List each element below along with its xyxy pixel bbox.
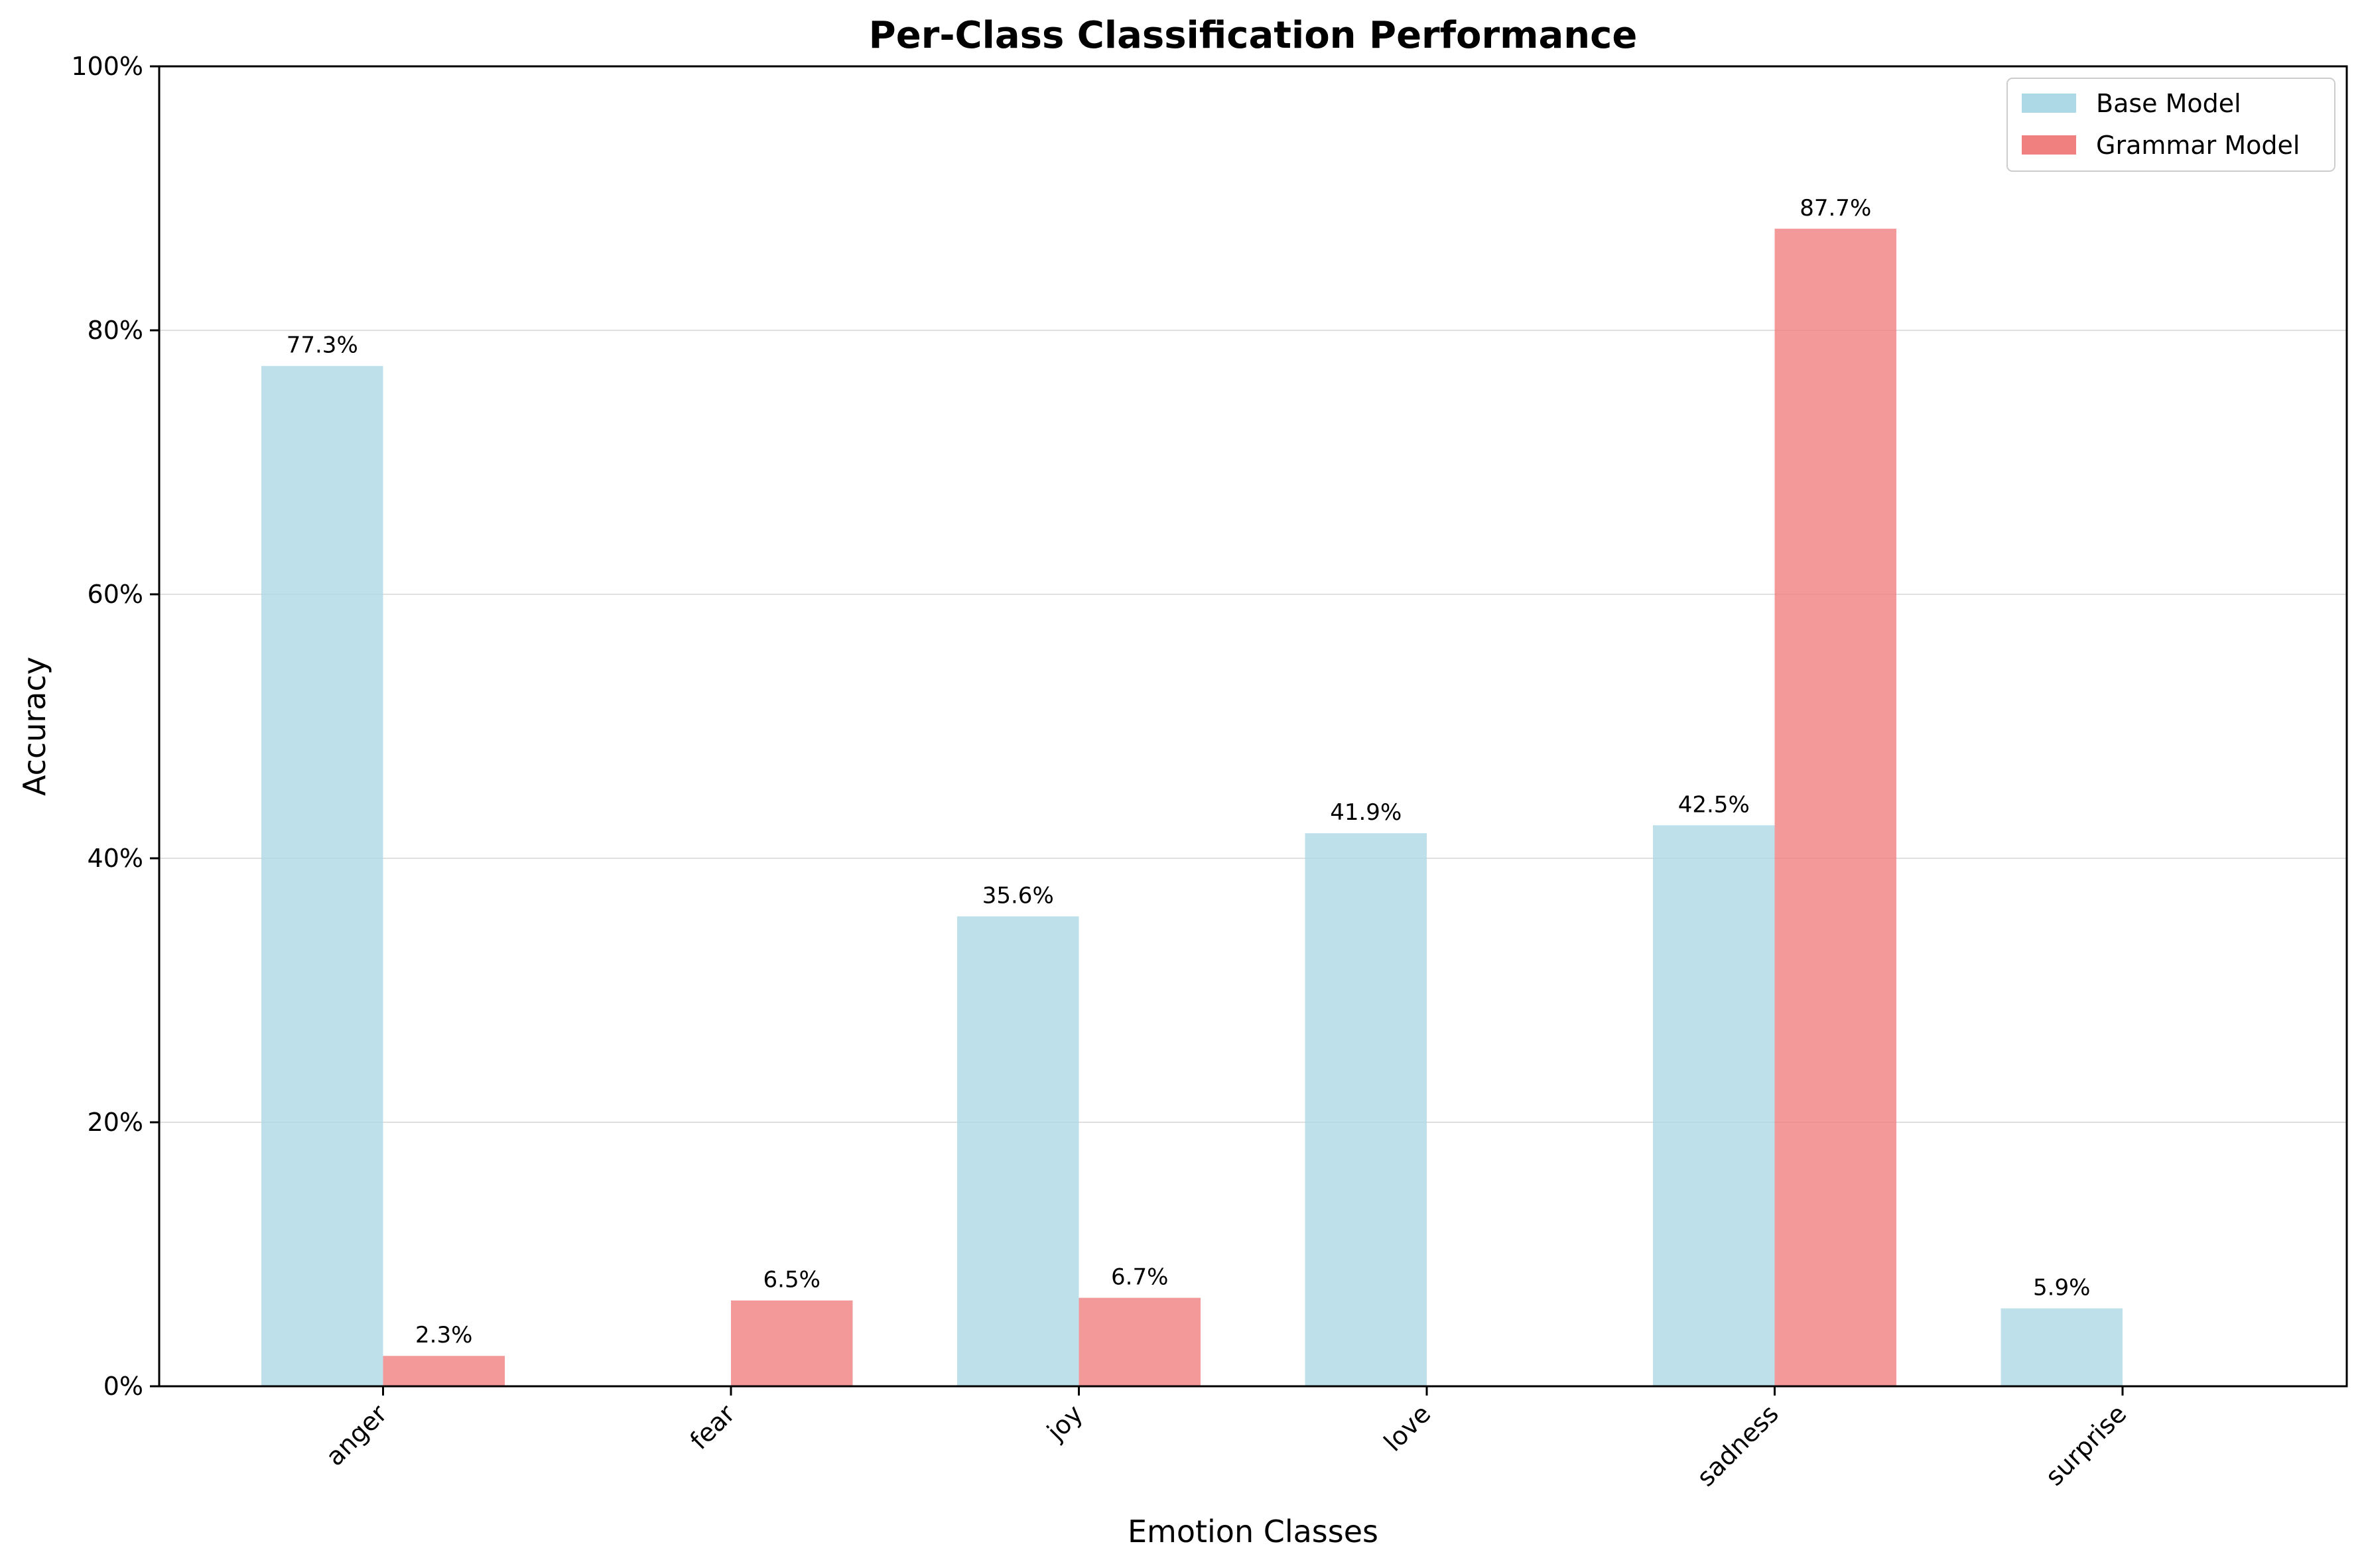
- y-tick-label: 40%: [88, 844, 143, 873]
- x-tick-label-anger: anger: [320, 1399, 393, 1472]
- legend: Base Model Grammar Model: [2006, 78, 2335, 172]
- legend-swatch-base-model: [2022, 94, 2076, 113]
- bar-base-model-sadness: [1653, 825, 1775, 1386]
- bar-grammar-model-joy: [1079, 1297, 1201, 1386]
- bars: [261, 228, 2123, 1386]
- x-axis-label: Emotion Classes: [1128, 1514, 1378, 1549]
- y-tick-label: 20%: [88, 1108, 143, 1137]
- legend-frame: [2006, 78, 2335, 172]
- y-tick-label: 0%: [103, 1372, 143, 1401]
- data-label-base-model-sadness: 42.5%: [1678, 791, 1750, 818]
- bar-base-model-anger: [261, 365, 383, 1386]
- x-tick-label-love: love: [1378, 1399, 1436, 1457]
- y-axis-label: Accuracy: [17, 657, 52, 796]
- x-tick-label-fear: fear: [685, 1399, 741, 1455]
- bar-grammar-model-anger: [383, 1356, 505, 1386]
- x-tick-label-surprise: surprise: [2040, 1399, 2132, 1491]
- data-label-base-model-anger: 77.3%: [287, 332, 358, 359]
- x-axis-ticks: anger fear joy love sadness surprise: [320, 1386, 2132, 1492]
- data-label-grammar-model-fear: 6.5%: [763, 1267, 821, 1293]
- chart-title: Per-Class Classification Performance: [869, 14, 1638, 57]
- plot-frame: [158, 65, 2348, 1388]
- legend-label-base-model: Base Model: [2096, 89, 2241, 118]
- data-label-base-model-surprise: 5.9%: [2033, 1275, 2090, 1301]
- data-label-grammar-model-sadness: 87.7%: [1800, 195, 1871, 222]
- grid-lines: [159, 330, 2347, 1123]
- x-tick-label-sadness: sadness: [1691, 1399, 1784, 1492]
- y-tick-label: 100%: [71, 52, 143, 81]
- x-tick-label-joy: joy: [1041, 1399, 1088, 1447]
- legend-label-grammar-model: Grammar Model: [2096, 131, 2300, 160]
- y-axis-ticks: 0% 20% 40% 60% 80% 100%: [71, 52, 159, 1401]
- data-label-grammar-model-joy: 6.7%: [1111, 1264, 1168, 1291]
- data-label-base-model-joy: 35.6%: [982, 883, 1054, 909]
- y-tick-label: 80%: [88, 316, 143, 345]
- data-label-grammar-model-anger: 2.3%: [415, 1322, 472, 1348]
- bar-base-model-joy: [957, 916, 1079, 1386]
- bar-grammar-model-fear: [731, 1300, 853, 1386]
- data-label-base-model-love: 41.9%: [1330, 799, 1402, 826]
- bar-base-model-surprise: [2001, 1308, 2123, 1386]
- bar-grammar-model-sadness: [1774, 228, 1896, 1386]
- y-tick-label: 60%: [88, 580, 143, 609]
- bar-base-model-love: [1305, 833, 1427, 1386]
- legend-swatch-grammar-model: [2022, 135, 2076, 155]
- data-labels: 77.3% 2.3% 6.5% 35.6% 6.7% 41.9% 42.5% 87.7% 5.9…: [287, 195, 2091, 1348]
